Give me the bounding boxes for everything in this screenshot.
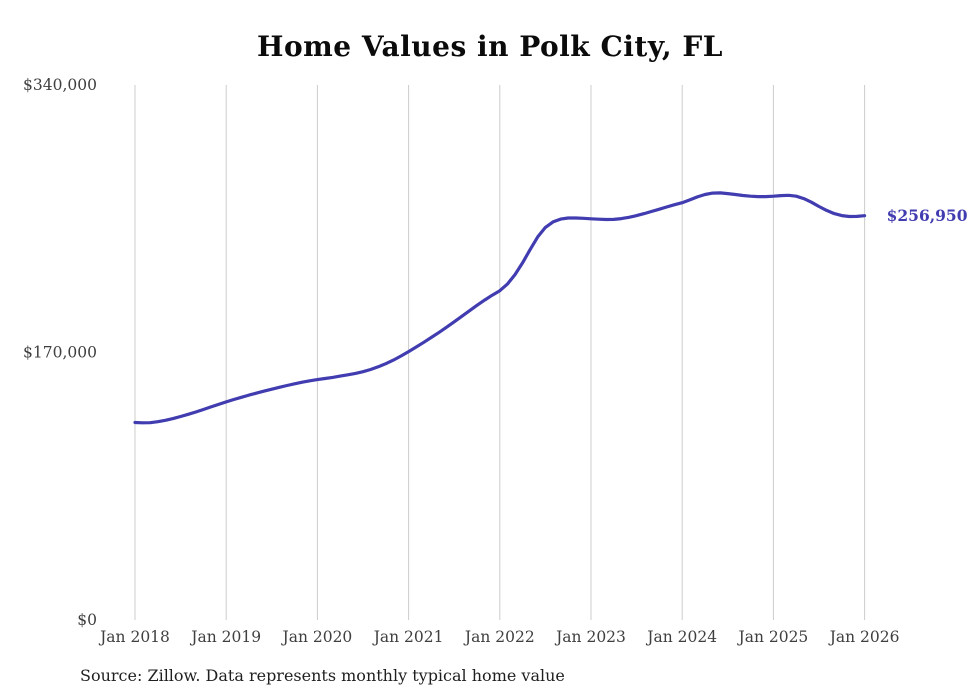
latest-value-label: $256,950 bbox=[887, 206, 968, 225]
x-axis-tick-label: Jan 2020 bbox=[280, 628, 352, 646]
source-note: Source: Zillow. Data represents monthly … bbox=[80, 666, 565, 685]
x-axis-tick-label: Jan 2024 bbox=[645, 628, 717, 646]
x-axis-tick-label: Jan 2022 bbox=[463, 628, 535, 646]
x-axis-tick-label: Jan 2021 bbox=[372, 628, 444, 646]
y-axis-tick-label: $0 bbox=[77, 611, 97, 629]
home-value-line bbox=[133, 191, 867, 425]
x-axis-tick-label: Jan 2026 bbox=[828, 628, 900, 646]
y-axis-tick-label: $340,000 bbox=[23, 76, 97, 94]
x-axis-tick-label: Jan 2019 bbox=[189, 628, 261, 646]
x-axis-tick-label: Jan 2025 bbox=[736, 628, 808, 646]
y-axis-tick-label: $170,000 bbox=[23, 344, 97, 362]
x-axis-tick-label: Jan 2018 bbox=[98, 628, 170, 646]
chart-title: Home Values in Polk City, FL bbox=[257, 30, 723, 63]
x-axis-tick-label: Jan 2023 bbox=[554, 628, 626, 646]
